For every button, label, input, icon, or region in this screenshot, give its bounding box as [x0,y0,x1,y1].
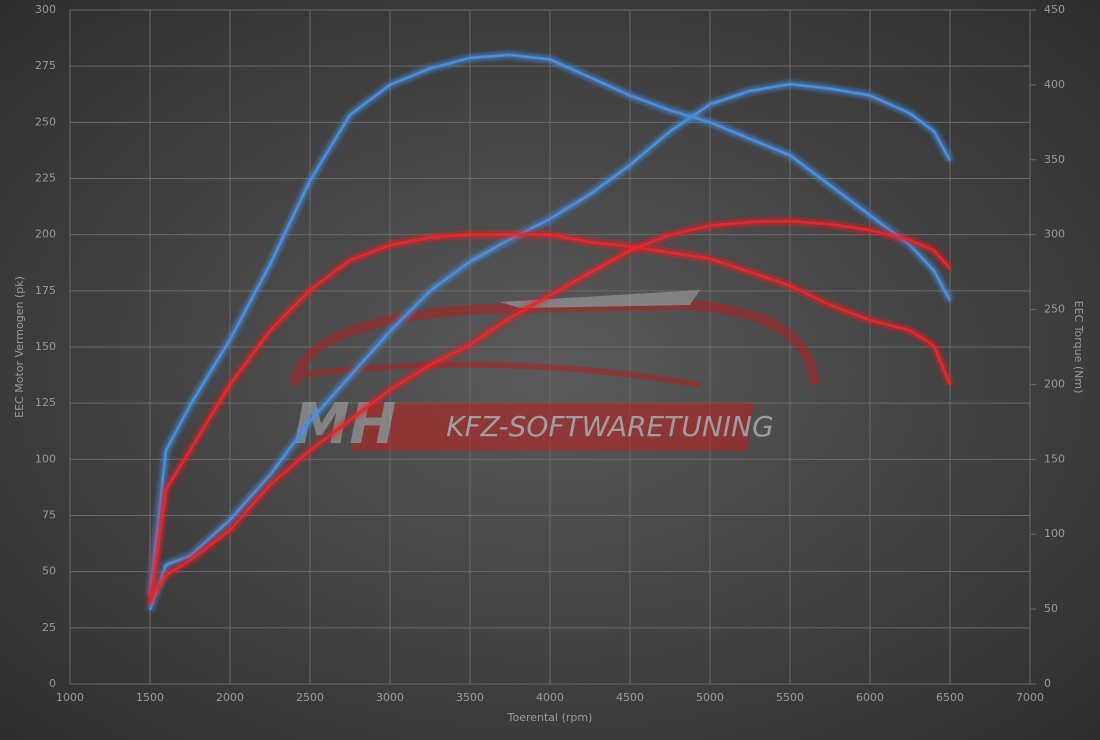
y-axis-label: EEC Motor Vermogen (pk) [13,276,26,418]
y-tick-label: 75 [42,509,56,522]
y-tick-label: 250 [35,115,56,128]
x-tick-label: 5500 [776,691,804,704]
y2-tick-label: 350 [1044,153,1065,166]
series-line [148,82,952,611]
y-tick-label: 125 [35,396,56,409]
y2-tick-label: 50 [1044,602,1058,615]
x-tick-label: 2000 [216,691,244,704]
y2-tick-label: 400 [1044,78,1065,91]
y2-tick-label: 200 [1044,377,1065,390]
y2-tick-label: 0 [1044,677,1051,690]
y-tick-label: 200 [35,228,56,241]
series-line [148,53,952,596]
logo-banner [351,403,754,451]
y-tick-label: 300 [35,3,56,16]
x-tick-label: 4500 [616,691,644,704]
x-tick-label: 1500 [136,691,164,704]
series-line [148,219,951,600]
y2-tick-label: 150 [1044,452,1065,465]
y-tick-label: 100 [35,452,56,465]
y2-tick-label: 300 [1044,228,1065,241]
series-line [148,233,952,605]
y-tick-label: 225 [35,172,56,185]
x-tick-label: 2500 [296,691,324,704]
y2-tick-label: 250 [1044,303,1065,316]
x-tick-label: 3500 [456,691,484,704]
y2-axis-label: EEC Torque (Nm) [1072,301,1085,394]
x-axis-label: Toerental (rpm) [507,711,593,724]
logo-car [299,361,701,388]
logo-stripe [500,290,700,308]
x-tick-label: 6500 [936,691,964,704]
logo-text: KFZ-SOFTWARETUNING [446,410,773,443]
y2-tick-label: 100 [1044,527,1065,540]
y-tick-label: 275 [35,59,56,72]
x-tick-label: 3000 [376,691,404,704]
y-tick-label: 175 [35,284,56,297]
y-tick-label: 150 [35,340,56,353]
y-tick-label: 50 [42,565,56,578]
x-tick-label: 6000 [856,691,884,704]
x-tick-label: 4000 [536,691,564,704]
y-tick-label: 25 [42,621,56,634]
y-tick-label: 0 [49,677,56,690]
x-tick-label: 1000 [56,691,84,704]
x-tick-label: 5000 [696,691,724,704]
watermark: MH KFZ-SOFTWARETUNING [290,290,820,457]
y2-tick-label: 450 [1044,3,1065,16]
logo-arc [290,299,820,386]
x-tick-label: 7000 [1016,691,1044,704]
